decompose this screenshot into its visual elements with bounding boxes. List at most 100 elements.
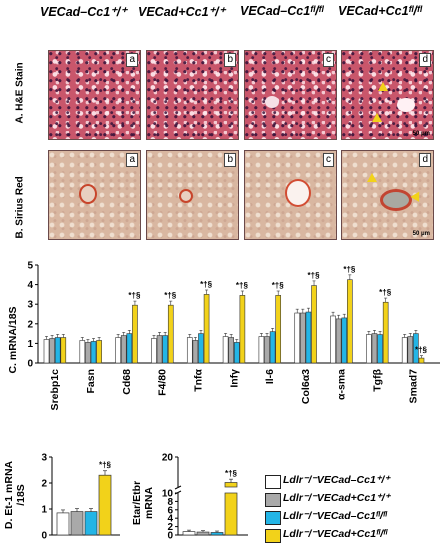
x-category-label: Tnfα — [192, 368, 204, 391]
column-heading-2: VECad+Cc1⁺/⁺ — [138, 5, 226, 19]
y-tick-label: 10 — [162, 489, 174, 500]
bar — [120, 335, 127, 364]
y-tick-label: 1 — [27, 339, 33, 350]
bar — [377, 334, 383, 364]
y-tick-label: 6 — [167, 505, 173, 516]
bar — [264, 336, 270, 364]
bar — [186, 337, 193, 364]
x-category-label: Il-6 — [264, 369, 276, 384]
bar — [311, 285, 317, 364]
panel-letter: a — [126, 153, 138, 167]
he-panel-b: b — [146, 50, 239, 140]
vessel-wall — [285, 179, 311, 207]
y-tick-label: 2 — [167, 522, 173, 533]
bar — [233, 342, 240, 364]
arrowhead-marker — [367, 173, 377, 182]
legend-swatch-1 — [265, 475, 281, 489]
bar — [305, 311, 312, 364]
bar — [413, 333, 419, 364]
y-tick-label: 4 — [27, 280, 33, 291]
bar — [224, 482, 238, 488]
x-category-label: Cd68 — [121, 369, 133, 395]
bar — [126, 333, 133, 364]
bar — [60, 337, 67, 364]
x-category-label: Smad7 — [407, 369, 419, 404]
chart-c-bars: *†§ *†§ *†§ *†§ *†§ *†§ *†§ *†§ *†§ — [43, 265, 428, 364]
fibrotic-vessel — [380, 189, 412, 211]
significance-annotation: *†§ — [308, 271, 321, 280]
chart-d2-ylabel-line2: mRNA — [143, 487, 155, 520]
arrowhead-marker — [410, 189, 424, 202]
bar — [192, 340, 199, 364]
panel-letter: b — [224, 153, 236, 167]
panel-letter: d — [419, 153, 431, 167]
bar — [401, 337, 408, 364]
bar — [300, 312, 306, 364]
bar — [228, 337, 234, 364]
bar — [269, 331, 276, 364]
bar — [224, 492, 238, 536]
panel-letter: c — [323, 153, 334, 167]
legend-label-4: Ldlr⁻/⁻VECad+Cc1ᶠˡ/ᶠˡ — [283, 528, 388, 540]
bar — [43, 339, 50, 364]
y-tick-label: 1 — [41, 505, 47, 516]
bar — [347, 279, 353, 364]
significance-annotation: *†§ — [200, 280, 213, 289]
bar — [371, 333, 378, 364]
he-panel-a: a — [48, 50, 141, 140]
bar — [79, 340, 86, 364]
sirius-panel-a: a — [48, 150, 141, 240]
bar — [84, 511, 98, 536]
bar — [258, 336, 265, 364]
y-tick-label: 2 — [41, 479, 47, 490]
bar — [49, 338, 55, 364]
arrowhead-marker — [372, 113, 382, 122]
he-panel-c: c — [244, 50, 337, 140]
panel-letter: b — [224, 53, 236, 67]
panel-letter: a — [126, 53, 138, 67]
bar — [115, 337, 121, 364]
chart-d-et1: D. Et-1 mRNA /18S 0 1 2 3 *†§ — [3, 453, 120, 542]
bar — [407, 336, 414, 364]
y-tick-label: 3 — [41, 453, 47, 464]
legend-label-1: Ldlr⁻/⁻VECad–Cc1⁺/⁺ — [283, 474, 390, 486]
scale-bar: 50 μm — [412, 231, 430, 237]
bar — [132, 304, 138, 364]
sirius-panel-b: b — [146, 150, 239, 240]
row-label-sirius: B. Sirius Red — [14, 176, 26, 239]
bar — [162, 335, 168, 364]
vessel-lumen — [265, 96, 279, 108]
bar — [330, 315, 336, 364]
bar — [222, 336, 229, 364]
chart-c-ylabel: C. mRNA/18S — [7, 306, 19, 373]
bar — [275, 295, 282, 364]
bar — [418, 357, 425, 364]
y-tick-label: 5 — [27, 261, 33, 272]
bar — [182, 531, 196, 536]
x-category-label: F4/80 — [157, 369, 169, 396]
significance-annotation: *†§ — [236, 281, 249, 290]
bar — [341, 317, 348, 364]
chart-d2-ylabel-line1: Etar/Etbr — [131, 481, 143, 525]
bar — [96, 340, 102, 364]
legend-swatch-3 — [265, 511, 281, 525]
bar — [85, 342, 91, 364]
legend-label-2: Ldlr⁻/⁻VECad+Cc1⁺/⁺ — [283, 492, 391, 504]
column-heading-3: VECad–Cc1ᶠˡ/ᶠˡ — [240, 4, 324, 18]
y-tick-label: 3 — [27, 300, 33, 311]
significance-annotation: *†§ — [379, 288, 392, 297]
bar — [167, 304, 174, 364]
chart-d1-content: 0 1 2 3 *†§ — [41, 453, 120, 542]
bar — [198, 333, 204, 364]
bar — [366, 334, 372, 364]
he-panel-d: d 50 μm — [341, 50, 434, 140]
bar — [156, 335, 163, 364]
y-tick-label: 20 — [162, 453, 174, 464]
chart-d1-ylabel-line2: /18S — [15, 484, 27, 506]
bar — [203, 294, 210, 364]
bar — [98, 474, 112, 536]
significance-annotation: *†§ — [164, 291, 177, 300]
legend-label-3: Ldlr⁻/⁻VECad–Cc1ᶠˡ/ᶠˡ — [283, 510, 387, 522]
